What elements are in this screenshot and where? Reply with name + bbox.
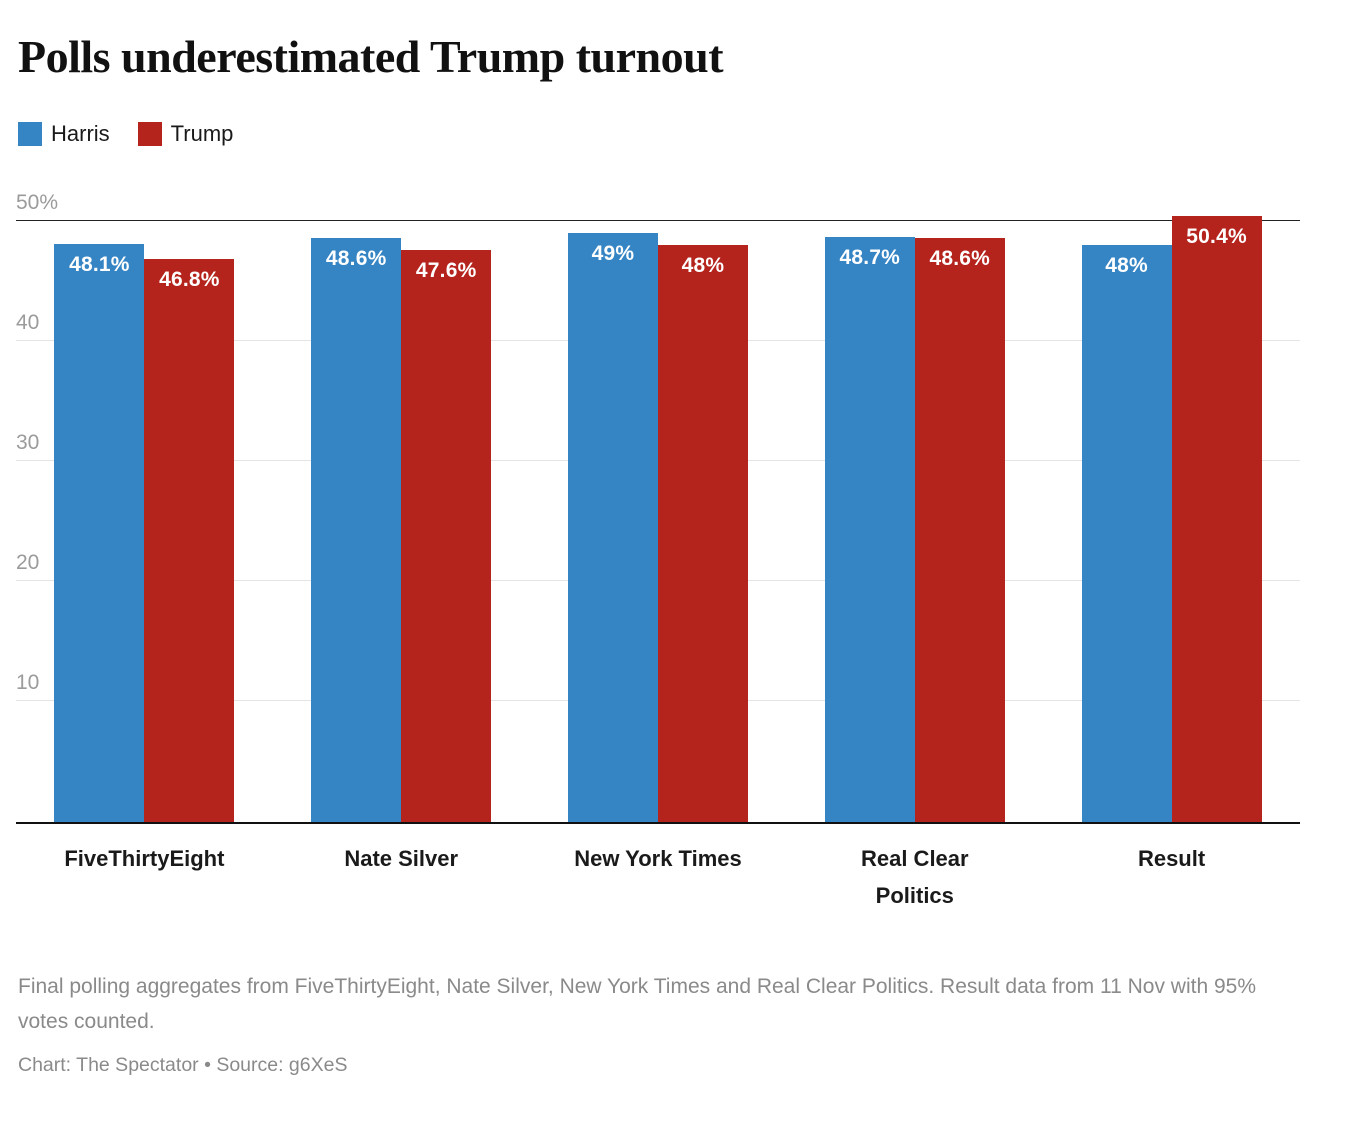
gridline-50 (16, 219, 1300, 222)
bars: 48.1% 46.8% 48.6% 47.6% 49% 48% 48.7% 48.6% 48% 5… (16, 189, 1300, 822)
harris-bar-fivethirtyeight: 48.1% (54, 243, 145, 822)
harris-bar-value-new-york-times: 49% (591, 242, 635, 266)
trump-bar-value-result: 50.4% (1186, 225, 1247, 249)
legend-label-harris: Harris (51, 120, 110, 146)
harris-bar-value-real-clear-politics: 48.7% (839, 245, 901, 269)
harris-bar-value-result: 48% (1105, 254, 1148, 278)
trump-bar-value-real-clear-politics: 48.6% (929, 246, 991, 270)
legend: Harris Trump (18, 121, 1300, 147)
harris-bar-real-clear-politics: 48.7% (824, 236, 915, 822)
bar-group-new-york-times: 49% 48% (530, 189, 787, 822)
x-axis-label-nate-silver: Nate Silver (273, 840, 530, 915)
x-axis-label-new-york-times: New York Times (530, 840, 787, 915)
harris-bar-value-nate-silver: 48.6% (325, 246, 387, 270)
y-tick-label-10: 10 (16, 671, 40, 695)
trump-bar-nate-silver: 47.6% (401, 249, 492, 822)
x-axis-label-text-real-clear-politics: Real Clear Politics (860, 845, 969, 908)
harris-bar-nate-silver: 48.6% (311, 237, 402, 822)
trump-bar-value-new-york-times: 48% (681, 254, 725, 278)
y-tick-label-30: 30 (16, 431, 40, 455)
trump-bar-value-nate-silver: 47.6% (415, 258, 477, 282)
x-axis-labels: FiveThirtyEight Nate Silver New York Times… (16, 840, 1300, 915)
chart-title: Polls underestimated Trump turnout (18, 31, 724, 82)
x-axis-label-real-clear-politics: Real Clear Politics (786, 840, 1043, 915)
harris-swatch (18, 121, 42, 146)
y-tick-label-20: 20 (16, 551, 40, 575)
bar-group-real-clear-politics: 48.7% 48.6% (786, 189, 1043, 822)
bar-group-result: 48% 50.4% (1043, 189, 1300, 822)
trump-bar-value-fivethirtyeight: 46.8% (159, 268, 220, 292)
y-tick-label-50: 50% (16, 191, 59, 215)
trump-bar-new-york-times: 48% (657, 245, 748, 822)
footer-credit: Chart: The Spectator • Source: g6XeS (18, 1053, 348, 1076)
plot-area: 10 20 30 40 50% 48.1% 46.8% 48.6% 47.6% 49% 48% 48… (16, 189, 1300, 824)
x-axis-label-result: Result (1043, 840, 1300, 915)
trump-swatch (137, 121, 162, 146)
x-axis-label-fivethirtyeight: FiveThirtyEight (16, 840, 273, 915)
legend-item-trump: Trump (137, 120, 234, 147)
x-axis-label-text-fivethirtyeight: FiveThirtyEight (64, 845, 225, 871)
harris-bar-new-york-times: 49% (567, 233, 658, 822)
bar-group-nate-silver: 48.6% 47.6% (273, 189, 530, 822)
footer-note: Final polling aggregates from FiveThirty… (18, 975, 1256, 1034)
harris-bar-value-fivethirtyeight: 48.1% (69, 252, 130, 276)
trump-bar-fivethirtyeight: 46.8% (144, 259, 235, 822)
y-tick-label-40: 40 (16, 311, 40, 335)
trump-bar-real-clear-politics: 48.6% (914, 237, 1005, 822)
x-axis-label-text-nate-silver: Nate Silver (344, 845, 459, 871)
x-axis-label-text-new-york-times: New York Times (574, 845, 742, 871)
footer: Final polling aggregates from FiveThirty… (18, 970, 1300, 1076)
harris-bar-result: 48% (1081, 245, 1172, 822)
x-axis-label-text-result: Result (1137, 845, 1206, 871)
plot-area-wrapper: 10 20 30 40 50% 48.1% 46.8% 48.6% 47.6% 49% 48% 48… (16, 189, 1300, 915)
legend-item-harris: Harris (18, 121, 110, 147)
trump-bar-result: 50.4% (1171, 216, 1262, 822)
legend-label-trump: Trump (170, 120, 234, 146)
bar-group-fivethirtyeight: 48.1% 46.8% (16, 189, 273, 822)
